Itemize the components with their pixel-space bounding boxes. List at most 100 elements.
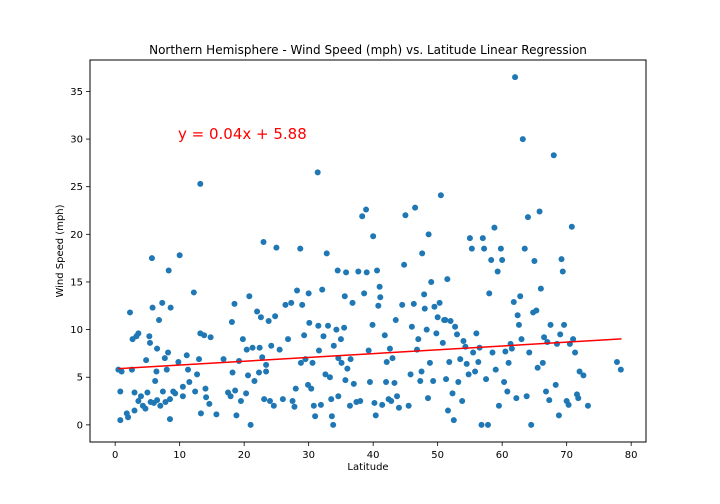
data-point [361, 290, 368, 297]
data-point [157, 402, 164, 409]
chart-title: Northern Hemisphere - Wind Speed (mph) v… [149, 43, 587, 57]
data-point [166, 416, 173, 423]
data-point [447, 318, 454, 325]
data-point [514, 312, 521, 319]
data-point [472, 368, 479, 375]
data-point [325, 322, 332, 329]
data-point [484, 421, 491, 428]
data-point [135, 330, 142, 337]
data-point [207, 334, 214, 341]
data-point [584, 402, 591, 409]
data-point [154, 397, 161, 404]
data-point [412, 204, 419, 211]
data-point [381, 332, 388, 339]
x-tick-label: 20 [238, 450, 251, 461]
x-tick-label: 10 [173, 450, 186, 461]
data-point [333, 326, 340, 333]
data-point [370, 233, 377, 240]
data-point [395, 404, 402, 411]
data-point [433, 330, 440, 337]
data-point [517, 293, 524, 300]
data-point [301, 332, 308, 339]
regression-line [118, 338, 622, 370]
x-tick-label: 0 [112, 450, 118, 461]
data-point [179, 383, 186, 390]
data-point [185, 366, 192, 373]
data-point [315, 347, 322, 354]
data-point [259, 354, 266, 361]
data-point [547, 321, 554, 328]
data-point [565, 401, 572, 408]
y-axis-ticks: 0 5 10 15 20 25 30 35 [70, 87, 90, 431]
data-point [374, 267, 381, 274]
data-point [533, 307, 540, 314]
data-point [265, 318, 272, 325]
data-point [375, 302, 382, 309]
y-tick-label: 30 [70, 135, 83, 146]
data-points [115, 74, 624, 428]
data-point [202, 385, 209, 392]
data-point [576, 368, 583, 375]
data-point [468, 245, 475, 252]
data-point [153, 368, 160, 375]
data-point [475, 358, 482, 365]
data-point [297, 245, 304, 252]
data-point [421, 291, 428, 298]
x-tick-label: 70 [560, 450, 573, 461]
data-point [341, 324, 348, 331]
data-point [161, 355, 168, 362]
data-point [407, 371, 414, 378]
data-point [444, 276, 451, 283]
data-point [371, 399, 378, 406]
data-point [268, 342, 275, 349]
data-point [135, 398, 142, 405]
data-point [165, 267, 172, 274]
data-point [518, 336, 525, 343]
data-point [237, 398, 244, 405]
data-point [263, 361, 270, 368]
data-point [342, 377, 349, 384]
x-tick-label: 80 [625, 450, 638, 461]
data-point [315, 322, 322, 329]
data-point [148, 255, 155, 262]
data-point [366, 378, 373, 385]
data-point [149, 304, 156, 311]
data-point [192, 388, 199, 395]
data-point [379, 401, 386, 408]
data-point [125, 414, 132, 421]
data-point [328, 413, 335, 420]
data-point [162, 398, 169, 405]
data-point [363, 269, 370, 276]
plot-frame [89, 59, 647, 443]
data-point [172, 390, 179, 397]
data-point [617, 366, 624, 373]
y-tick-label: 10 [70, 325, 83, 336]
data-point [486, 290, 493, 297]
data-point [337, 336, 344, 343]
data-point [255, 369, 262, 376]
data-point [417, 378, 424, 385]
data-point [156, 317, 163, 324]
data-point [425, 231, 432, 238]
x-tick-label: 30 [302, 450, 315, 461]
data-point [455, 378, 462, 385]
data-point [297, 359, 304, 366]
data-point [243, 390, 250, 397]
data-point [377, 294, 384, 301]
data-point [350, 380, 357, 387]
data-point [526, 349, 533, 356]
data-point [292, 385, 299, 392]
data-point [450, 417, 457, 424]
data-point [146, 333, 153, 340]
data-point [163, 366, 170, 373]
y-tick-label: 0 [77, 420, 83, 431]
data-point [197, 410, 204, 417]
data-point [233, 412, 240, 419]
data-point [488, 257, 495, 264]
data-point [508, 345, 515, 352]
data-point [179, 393, 186, 400]
data-point [347, 356, 354, 363]
data-point [349, 299, 356, 306]
data-point [299, 301, 306, 308]
data-point [228, 318, 235, 325]
